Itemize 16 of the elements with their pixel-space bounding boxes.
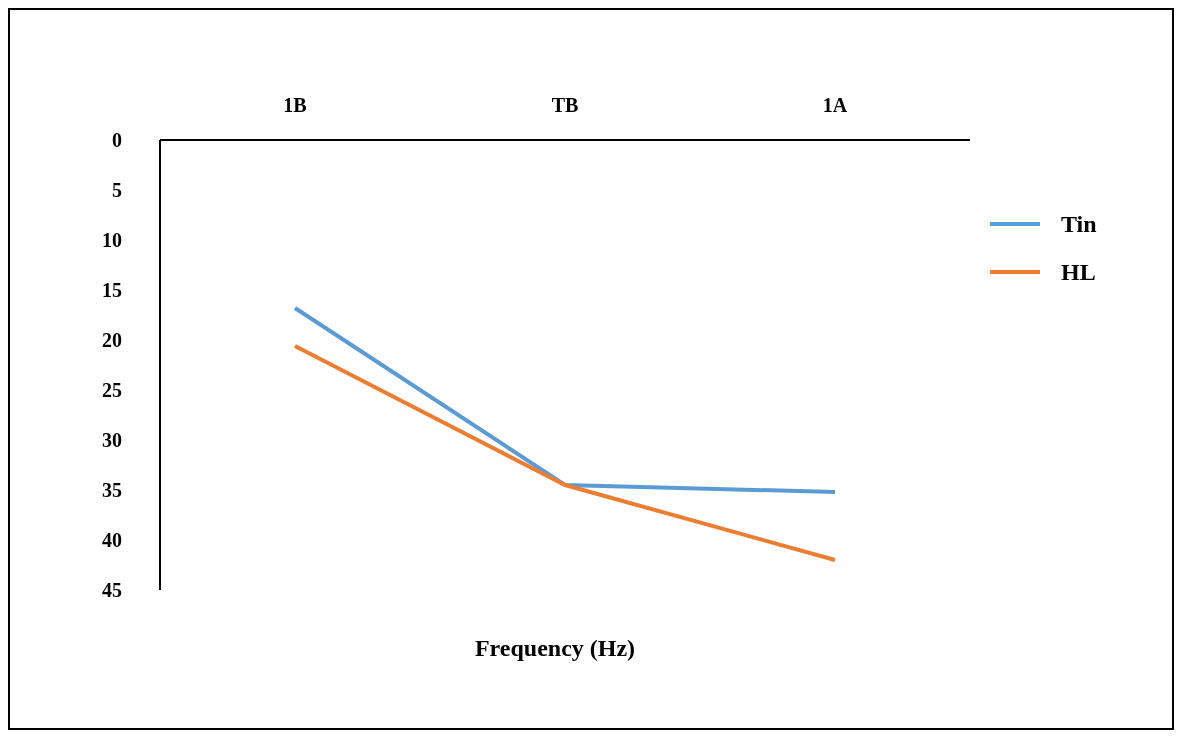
- y-tick-label: 10: [102, 229, 122, 252]
- y-tick-label: 40: [102, 529, 122, 552]
- y-tick-label: 45: [102, 579, 122, 602]
- y-tick-label: 20: [102, 329, 122, 352]
- y-tick-label: 0: [112, 129, 122, 152]
- x-tick-label: 1B: [283, 94, 307, 116]
- y-tick-label: 5: [112, 179, 122, 202]
- legend-label: HL: [1061, 258, 1096, 286]
- y-tick-label: 30: [102, 429, 122, 452]
- legend-label: Tin: [1061, 210, 1097, 238]
- y-tick-label: 35: [102, 479, 122, 502]
- y-tick-label: 15: [102, 279, 122, 302]
- x-tick-label: TB: [551, 94, 579, 116]
- x-tick-label: 1A: [822, 94, 848, 116]
- y-tick-label: 25: [102, 379, 122, 402]
- x-axis-title: Frequency (Hz): [473, 635, 637, 662]
